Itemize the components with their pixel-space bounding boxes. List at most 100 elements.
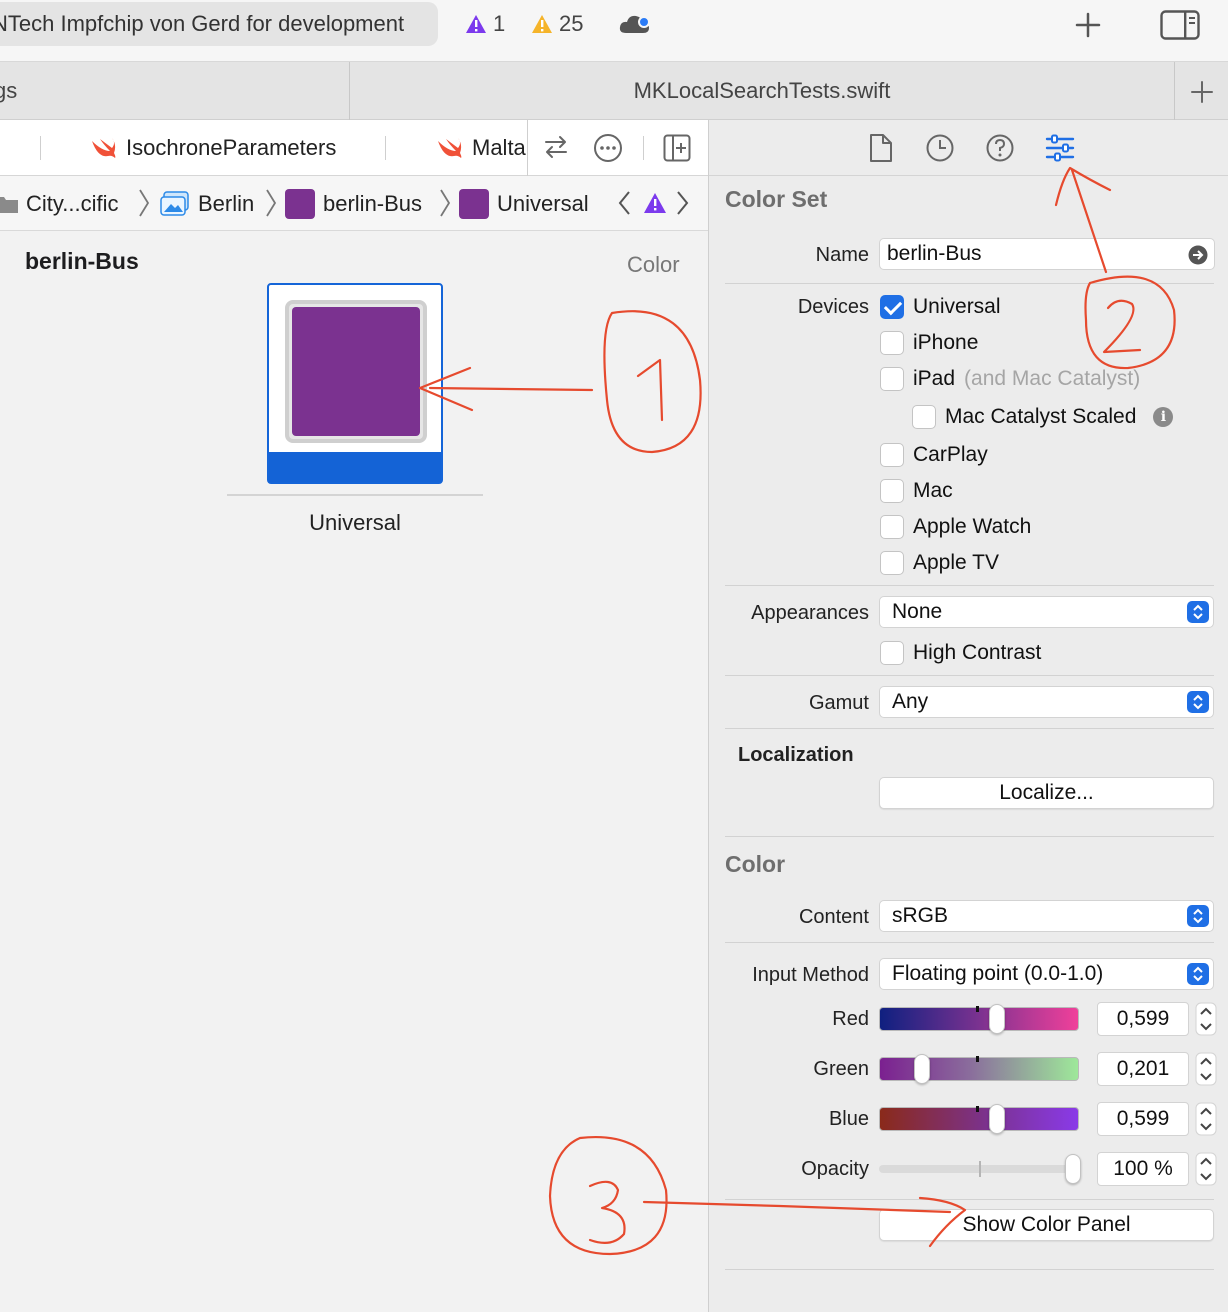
slider-knob[interactable]	[989, 1104, 1005, 1134]
device-label: Mac	[913, 479, 953, 502]
history-inspector-icon[interactable]	[925, 133, 955, 163]
device-label: iPad	[913, 367, 956, 390]
new-tab-button[interactable]	[1176, 62, 1228, 120]
scheme-selector[interactable]: NTech Impfchip von Gerd for development	[0, 2, 438, 46]
section-divider	[725, 728, 1214, 729]
doc-tab-malta[interactable]: Malta	[436, 120, 526, 176]
input-method-popup[interactable]: Floating point (0.0-1.0)	[879, 958, 1214, 990]
blue-stepper-icon[interactable]	[1195, 1102, 1217, 1136]
breadcrumb-asset[interactable]: berlin-Bus	[285, 176, 422, 231]
input-method-value: Floating point (0.0-1.0)	[892, 962, 1104, 985]
breadcrumb-variant[interactable]: Universal	[459, 176, 589, 231]
cloud-icon[interactable]	[618, 12, 652, 36]
checkbox-unchecked	[880, 331, 904, 355]
show-color-panel-button[interactable]: Show Color Panel	[879, 1209, 1214, 1241]
device-label: Apple TV	[913, 551, 999, 574]
inspector-tabs	[709, 120, 1228, 176]
folder-icon	[0, 196, 18, 213]
chevron-left-icon[interactable]	[616, 188, 632, 218]
green-label: Green	[813, 1058, 869, 1080]
window-toolbar: NTech Impfchip von Gerd for development …	[0, 0, 1228, 62]
blue-value-field[interactable]: 0,599	[1097, 1102, 1189, 1136]
file-inspector-icon[interactable]	[869, 133, 893, 163]
color-swatch-icon	[285, 188, 315, 219]
slider-knob[interactable]	[914, 1054, 930, 1084]
plus-icon[interactable]	[1075, 12, 1101, 38]
chevron-right-icon[interactable]	[675, 188, 691, 218]
color-well-selection-bar	[269, 452, 441, 482]
appearances-label: Appearances	[751, 602, 869, 624]
green-value-field[interactable]: 0,201	[1097, 1052, 1189, 1086]
opacity-slider[interactable]	[879, 1154, 1081, 1184]
content-popup[interactable]: sRGB	[879, 900, 1214, 932]
opacity-value-field[interactable]: 100 %	[1097, 1152, 1189, 1186]
checkbox-unchecked	[880, 641, 904, 665]
device-label: Universal	[913, 295, 1001, 318]
color-swatch-icon	[459, 188, 489, 219]
go-arrow-icon[interactable]	[1188, 245, 1208, 265]
help-inspector-icon[interactable]	[985, 133, 1015, 163]
warning-indicator[interactable]: 25	[531, 10, 583, 38]
green-slider[interactable]	[879, 1054, 1079, 1084]
device-note: (and Mac Catalyst)	[964, 367, 1141, 390]
tab-active[interactable]: MKLocalSearchTests.swift	[350, 62, 1175, 120]
breadcrumb-catalog-label: Berlin	[198, 191, 255, 216]
doc-tab-label: IsochroneParameters	[126, 135, 337, 160]
updown-arrows-icon	[1187, 963, 1209, 985]
device-ipad-checkbox[interactable]: iPad (and Mac Catalyst)	[880, 364, 1140, 394]
device-mac-checkbox[interactable]: Mac	[880, 476, 953, 506]
green-stepper-icon[interactable]	[1195, 1052, 1217, 1086]
sidebar-right-icon[interactable]	[1160, 10, 1200, 40]
attributes-inspector-icon[interactable]	[1045, 133, 1075, 163]
section-divider	[725, 585, 1214, 586]
name-label: Name	[815, 244, 869, 266]
asset-title: berlin-Bus	[25, 248, 139, 274]
slider-knob[interactable]	[1065, 1154, 1081, 1184]
info-icon[interactable]: i	[1153, 407, 1174, 427]
red-stepper-icon[interactable]	[1195, 1002, 1217, 1036]
error-indicator[interactable]: 1	[465, 10, 505, 38]
color-well-universal[interactable]	[267, 283, 443, 484]
device-carplay-checkbox[interactable]: CarPlay	[880, 440, 988, 470]
device-apple-tv-checkbox[interactable]: Apple TV	[880, 548, 999, 578]
red-slider[interactable]	[879, 1004, 1079, 1034]
editor-document-tabs: IsochroneParameters Malta	[0, 120, 708, 176]
breadcrumb-folder[interactable]: City...cific	[0, 176, 118, 231]
gamut-popup[interactable]: Any	[879, 686, 1214, 718]
opacity-stepper-icon[interactable]	[1195, 1152, 1217, 1186]
tab-divider	[385, 136, 386, 160]
add-editor-icon[interactable]	[663, 134, 691, 162]
appearances-value: None	[892, 600, 943, 623]
asset-kind: Color	[627, 252, 680, 277]
tab-previous[interactable]: gs	[0, 62, 350, 120]
red-value-field[interactable]: 0,599	[1097, 1002, 1189, 1036]
tab-divider	[40, 136, 41, 160]
breadcrumb-catalog[interactable]: Berlin	[160, 176, 254, 231]
asset-catalog-icon	[160, 190, 189, 216]
high-contrast-label: High Contrast	[913, 641, 1042, 664]
swap-arrows-icon[interactable]	[543, 134, 569, 160]
warning-count: 25	[559, 11, 584, 36]
device-universal-checkbox[interactable]: Universal	[880, 292, 1001, 322]
more-options-icon[interactable]	[593, 133, 623, 163]
pane-divider[interactable]	[708, 120, 709, 1312]
devices-label: Devices	[797, 296, 869, 318]
high-contrast-checkbox[interactable]: High Contrast	[880, 638, 1041, 668]
name-field[interactable]: berlin-Bus	[879, 238, 1215, 270]
slider-knob[interactable]	[989, 1004, 1005, 1034]
swift-icon	[92, 138, 116, 158]
updown-arrows-icon	[1187, 905, 1209, 927]
blue-slider[interactable]	[879, 1104, 1079, 1134]
tab-divider	[527, 120, 528, 176]
section-divider	[725, 942, 1214, 943]
doc-tab-isochrone[interactable]: IsochroneParameters	[90, 120, 336, 176]
section-divider	[725, 1199, 1214, 1200]
device-apple-watch-checkbox[interactable]: Apple Watch	[880, 512, 1031, 542]
device-iphone-checkbox[interactable]: iPhone	[880, 328, 978, 358]
issue-triangle-icon[interactable]	[643, 192, 667, 214]
checkbox-unchecked	[880, 367, 904, 391]
appearances-popup[interactable]: None	[879, 596, 1214, 628]
swift-icon	[438, 138, 462, 158]
device-mac-catalyst-scaled-checkbox[interactable]: Mac Catalyst Scaled i	[912, 402, 1174, 432]
localize-button[interactable]: Localize...	[879, 777, 1214, 809]
